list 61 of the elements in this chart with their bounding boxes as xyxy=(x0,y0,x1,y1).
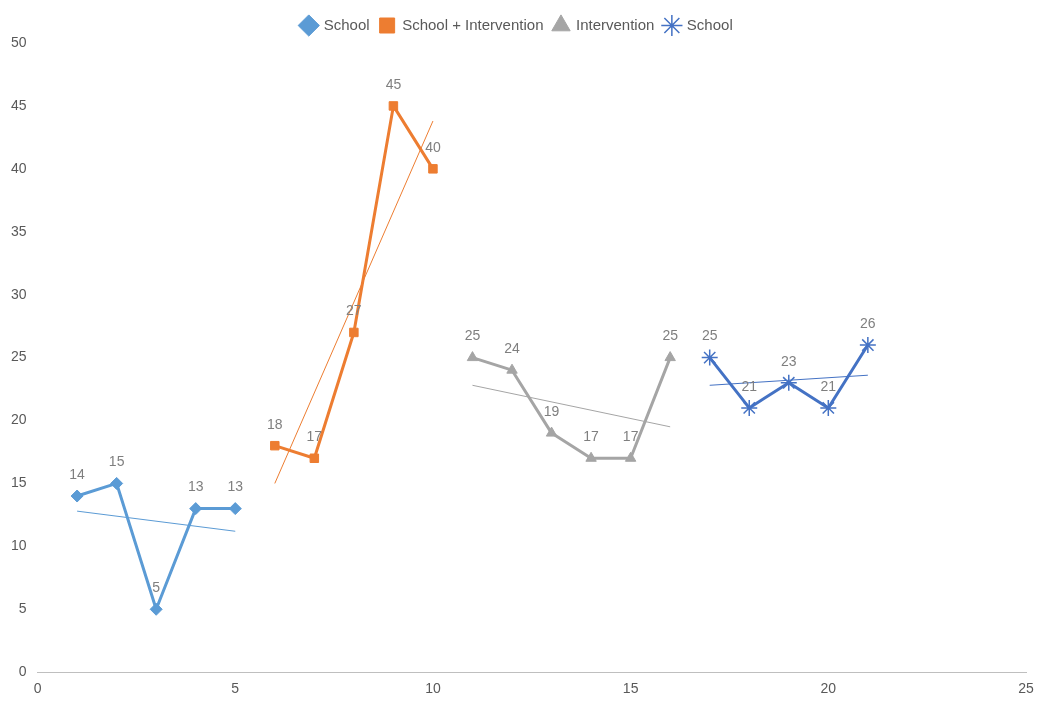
y-tick-label: 30 xyxy=(10,285,27,302)
data-label: 5 xyxy=(152,579,161,596)
x-tick-label: 15 xyxy=(622,680,639,697)
point xyxy=(270,440,280,451)
x-tick-label: 20 xyxy=(820,680,837,697)
point xyxy=(700,348,719,367)
x-tick-label: 5 xyxy=(231,680,240,697)
point xyxy=(780,374,798,392)
data-label: 19 xyxy=(543,402,560,419)
y-tick-label: 0 xyxy=(18,663,27,680)
point xyxy=(70,489,84,503)
y-tick-label: 10 xyxy=(10,537,27,554)
point xyxy=(664,351,676,362)
data-label: 13 xyxy=(227,478,244,495)
y-tick-label: 50 xyxy=(10,33,27,50)
legend-label: School xyxy=(323,15,370,33)
legend-label: School + Intervention xyxy=(402,15,544,33)
y-tick-label: 15 xyxy=(10,474,27,491)
point xyxy=(585,451,597,462)
data-label: 45 xyxy=(385,75,402,92)
data-label: 15 xyxy=(108,453,125,470)
data-label: 23 xyxy=(780,352,797,369)
y-tick-label: 45 xyxy=(10,96,27,113)
point xyxy=(228,502,242,516)
y-tick-label: 20 xyxy=(10,411,27,428)
point xyxy=(349,327,359,338)
legend-label: Intervention xyxy=(575,15,655,33)
point xyxy=(309,453,320,464)
point xyxy=(110,476,124,490)
legend-label: School xyxy=(686,15,733,33)
point xyxy=(428,164,438,174)
data-label: 17 xyxy=(622,428,639,445)
data-label: 26 xyxy=(860,314,876,331)
data-label: 18 xyxy=(267,415,283,432)
data-label: 21 xyxy=(820,377,837,394)
data-label: 25 xyxy=(662,327,679,344)
data-label: 24 xyxy=(504,340,521,357)
data-label: 25 xyxy=(701,327,718,344)
point xyxy=(740,399,758,417)
y-tick-label: 35 xyxy=(10,222,27,239)
point xyxy=(859,336,877,354)
data-label: 21 xyxy=(741,377,758,394)
data-label: 17 xyxy=(583,428,600,445)
x-tick-label: 0 xyxy=(33,680,42,697)
point xyxy=(189,502,203,516)
data-label: 40 xyxy=(425,138,441,155)
point xyxy=(545,426,558,437)
x-tick-label: 10 xyxy=(425,680,441,697)
data-label: 14 xyxy=(69,465,86,482)
point xyxy=(506,363,518,374)
point xyxy=(149,602,163,616)
y-tick-label: 40 xyxy=(10,159,27,176)
y-tick-label: 25 xyxy=(10,348,27,365)
y-tick-label: 5 xyxy=(18,600,27,617)
data-label: 13 xyxy=(187,478,204,495)
x-tick-label: 25 xyxy=(1018,680,1034,697)
data-label: 25 xyxy=(464,327,481,344)
point xyxy=(819,399,838,417)
point xyxy=(624,451,637,462)
point xyxy=(388,101,399,111)
point xyxy=(466,351,479,362)
